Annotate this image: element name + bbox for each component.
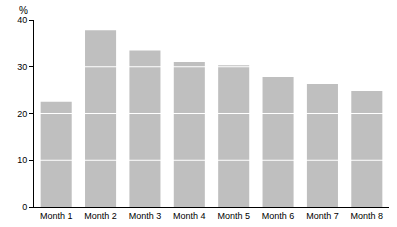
svg-text:Month 1: Month 1: [40, 211, 73, 221]
svg-text:Month 7: Month 7: [306, 211, 339, 221]
svg-text:20: 20: [17, 109, 27, 119]
svg-text:Month 4: Month 4: [173, 211, 206, 221]
svg-text:Month 3: Month 3: [129, 211, 162, 221]
svg-text:Month 2: Month 2: [84, 211, 117, 221]
svg-text:%: %: [19, 5, 28, 16]
svg-text:0: 0: [22, 202, 27, 212]
svg-text:Month 5: Month 5: [217, 211, 250, 221]
svg-text:Month 8: Month 8: [351, 211, 384, 221]
svg-text:30: 30: [17, 62, 27, 72]
svg-text:40: 40: [17, 15, 27, 25]
svg-text:10: 10: [17, 155, 27, 165]
svg-text:Month 6: Month 6: [262, 211, 295, 221]
